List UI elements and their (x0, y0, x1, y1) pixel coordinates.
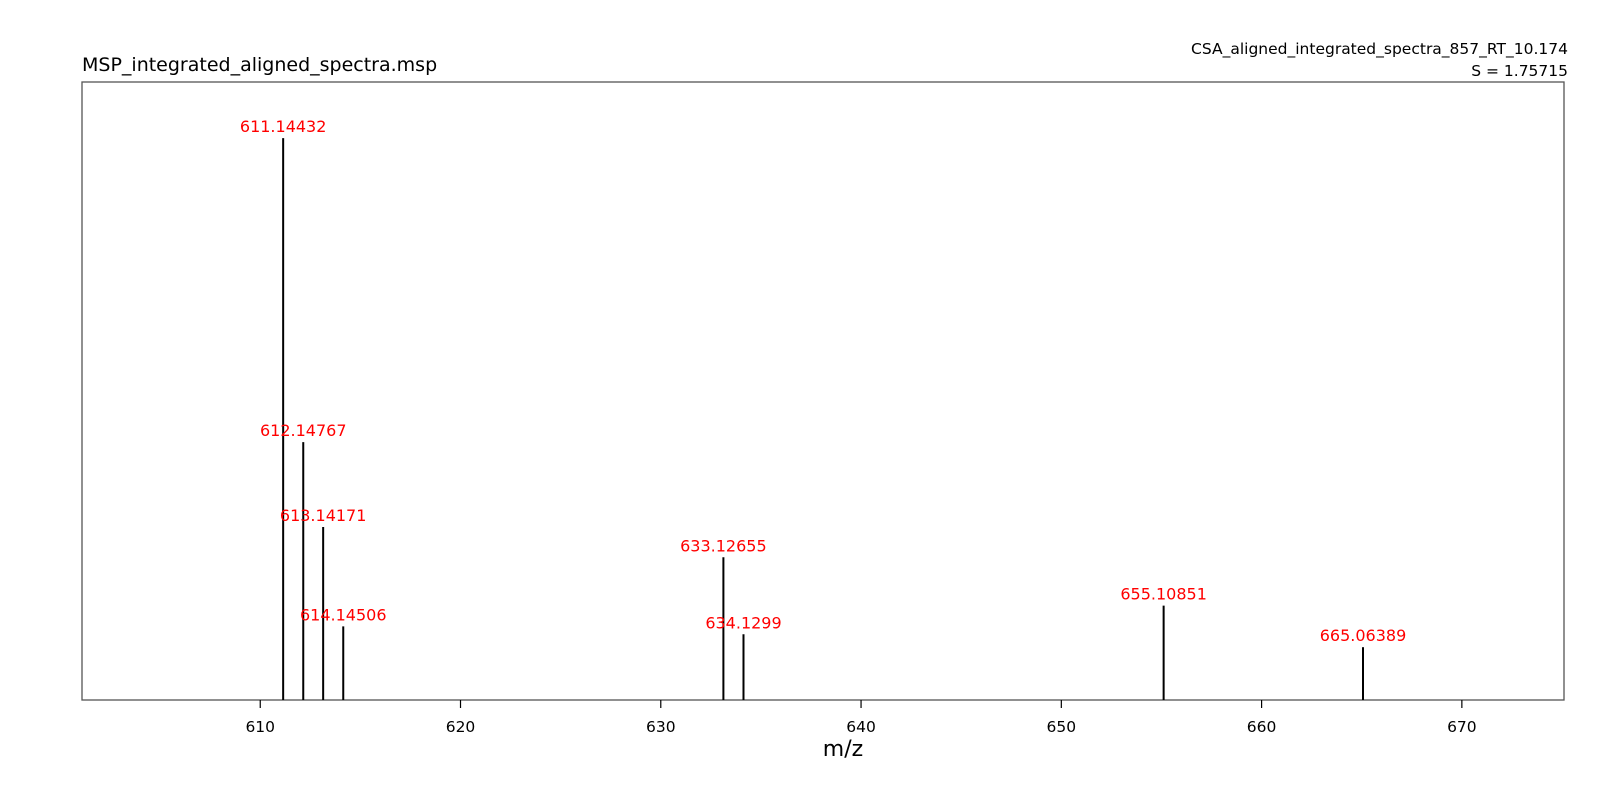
peak-label-5: 634.1299 (705, 613, 781, 632)
peak-label-4: 633.12655 (680, 536, 767, 555)
peak-label-6: 655.10851 (1120, 585, 1207, 604)
x-tick-label-6: 670 (1447, 718, 1477, 736)
peak-label-0: 611.14432 (240, 117, 327, 136)
plot-frame (81, 81, 1565, 701)
chart-subtitle: CSA_aligned_integrated_spectra_857_RT_10… (1191, 38, 1568, 82)
peak-label-2: 613.14171 (280, 506, 367, 525)
peak-stems (282, 138, 1365, 700)
x-axis-ticks: 610 620 630 640 650 660 670 (245, 700, 1477, 736)
x-tick-label-0: 610 (245, 718, 275, 736)
x-tick-label-4: 650 (1047, 718, 1077, 736)
peak-label-7: 665.06389 (1320, 626, 1407, 645)
chart-title: MSP_integrated_aligned_spectra.msp (82, 54, 438, 76)
peak-labels: 611.14432 612.14767 613.14171 614.14506 633.… (240, 117, 1406, 645)
subtitle-line-1: CSA_aligned_integrated_spectra_857_RT_10… (1191, 40, 1568, 58)
subtitle-line-2: S = 1.75715 (1471, 62, 1568, 80)
peak-label-1: 612.14767 (260, 421, 347, 440)
x-tick-label-1: 620 (446, 718, 476, 736)
x-axis-label: m/z (823, 737, 863, 762)
x-tick-label-3: 640 (846, 718, 876, 736)
peak-label-3: 614.14506 (300, 605, 387, 624)
x-tick-label-5: 660 (1247, 718, 1277, 736)
x-tick-label-2: 630 (646, 718, 676, 736)
